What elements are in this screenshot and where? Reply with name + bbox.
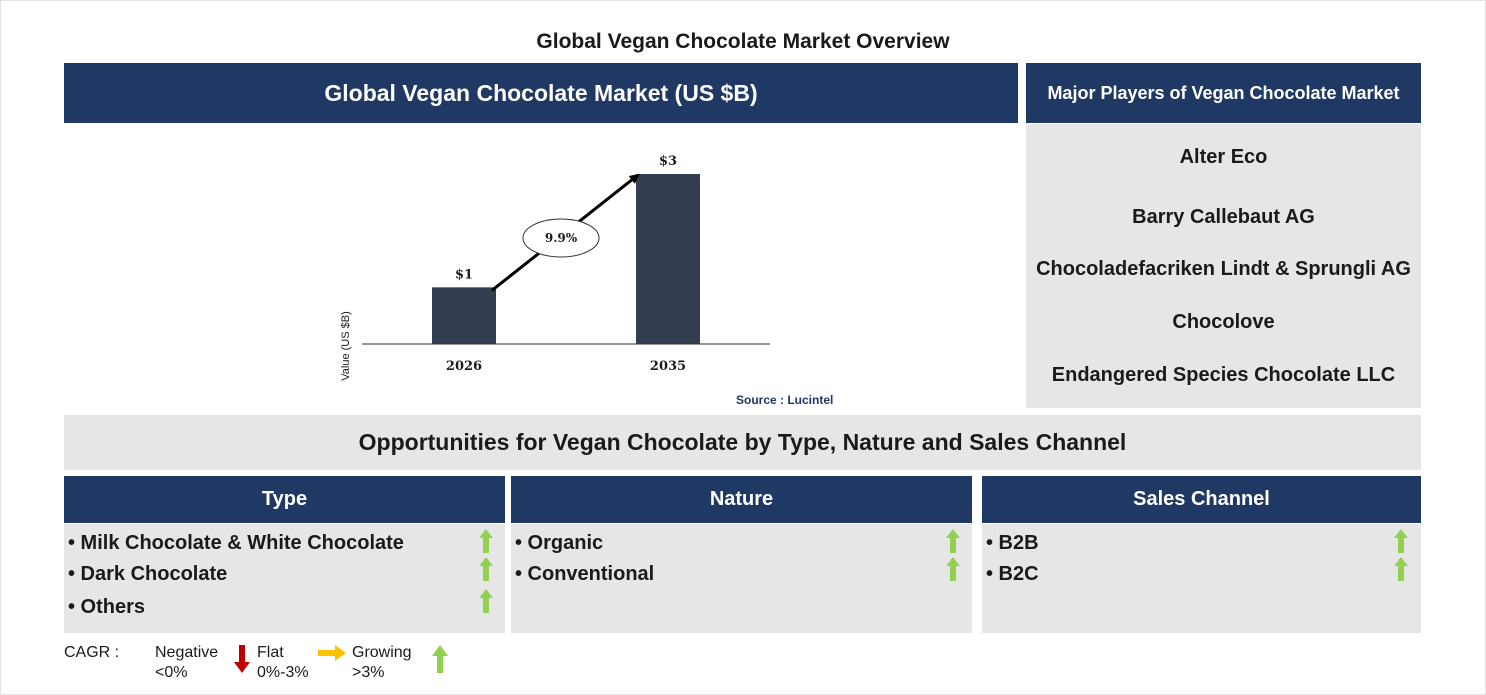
player-item: Alter Eco (1179, 146, 1268, 168)
cagr-label: 9.9% (545, 231, 578, 245)
cagr-ellipse (522, 218, 600, 258)
opportunities-title: Opportunities for Vegan Chocolate by Typ… (64, 415, 1421, 470)
legend-flat-name: Flat (257, 644, 284, 661)
segment-item: • B2B (986, 532, 1039, 554)
segment-item: • B2C (986, 563, 1039, 585)
segment-header-type: Type (64, 476, 505, 523)
segment-item: • Conventional (515, 563, 655, 585)
market-chart: Value (US $B) 9.9% $1 2026 $3 2035 (340, 154, 770, 381)
segment-body-nature: • Organic • Conventional (511, 524, 972, 633)
legend-growing: Growing >3% (352, 643, 412, 683)
legend-negative-name: Negative (155, 644, 219, 661)
segment-item: • Organic (515, 532, 604, 554)
player-item: Endangered Species Chocolate LLC (1051, 364, 1396, 386)
player-item: Chocoladefacriken Lindt & Sprungli AG (1036, 258, 1411, 280)
legend-flat: Flat 0%-3% (257, 643, 309, 683)
legend-negative: Negative <0% (155, 643, 218, 683)
y-axis-label: Value (US $B) (340, 311, 352, 381)
segment-header-nature: Nature (511, 476, 972, 523)
legend-growing-name: Growing (352, 644, 412, 661)
up-arrow-icon (1394, 557, 1408, 581)
legend-negative-range: <0% (155, 664, 188, 681)
data-label: $3 (659, 154, 677, 169)
source-note: Source : Lucintel (736, 393, 834, 407)
x-tick-label: 2026 (446, 359, 482, 374)
segment-header-sales-channel: Sales Channel (982, 476, 1421, 523)
player-item: Chocolove (1172, 311, 1275, 333)
up-arrow-icon (479, 529, 493, 553)
legend-flat-range: 0%-3% (257, 664, 309, 681)
data-label: $1 (455, 267, 473, 282)
players-list: Alter Eco Barry Callebaut AG Chocoladefa… (1026, 124, 1421, 408)
bar-2035 (636, 174, 700, 344)
up-arrow-icon (946, 529, 960, 553)
page-title: Global Vegan Chocolate Market Overview (536, 30, 950, 53)
x-tick-label: 2035 (650, 359, 686, 374)
legend-growing-range: >3% (352, 664, 385, 681)
players-header: Major Players of Vegan Chocolate Market (1026, 63, 1421, 123)
legend-label: CAGR : (64, 644, 120, 661)
up-arrow-icon (479, 557, 493, 581)
up-arrow-icon (1394, 529, 1408, 553)
right-arrow-icon (318, 645, 346, 661)
segment-body-sales-channel: • B2B • B2C (982, 524, 1421, 633)
segment-item: • Others (68, 596, 146, 618)
segment-item: • Dark Chocolate (68, 563, 228, 585)
segment-body-type: • Milk Chocolate & White Chocolate • Dar… (64, 524, 505, 633)
bar-2026 (432, 287, 496, 344)
segment-item: • Milk Chocolate & White Chocolate (68, 532, 404, 554)
chart-header: Global Vegan Chocolate Market (US $B) (64, 63, 1018, 123)
up-arrow-icon (946, 557, 960, 581)
player-item: Barry Callebaut AG (1132, 206, 1315, 228)
down-arrow-icon (234, 645, 250, 673)
up-arrow-icon (479, 589, 493, 613)
up-arrow-icon (432, 645, 448, 673)
